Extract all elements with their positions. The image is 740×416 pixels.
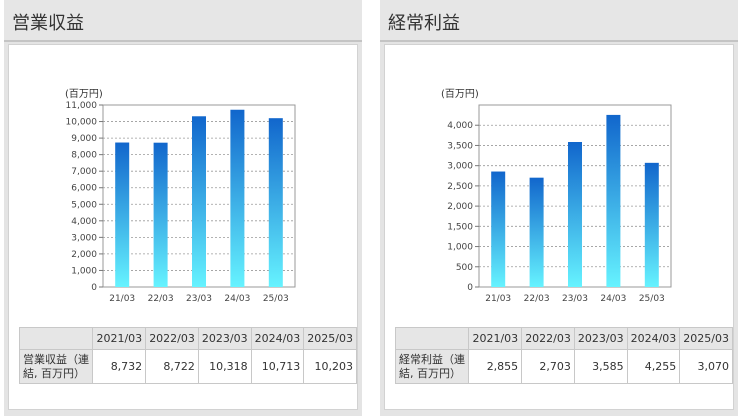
y-tick-label: 500 (456, 263, 473, 273)
bar (606, 114, 621, 287)
y-tick-label: 6,000 (71, 184, 97, 194)
bar (491, 171, 506, 287)
table-header-3: 2024/03 (250, 327, 305, 350)
table-row: 営業収益（連結, 百万円） 8,732 8,722 10,318 10,713 … (18, 349, 357, 384)
x-tick-label: 21/03 (109, 294, 135, 304)
table-header-4: 2025/03 (303, 327, 357, 350)
table-header-0: 2021/03 (468, 327, 523, 350)
y-tick-label: 9,000 (71, 134, 97, 144)
unit-label: (百万円) (441, 88, 479, 100)
bar (230, 109, 245, 288)
y-tick-label: 8,000 (71, 151, 97, 161)
y-tick-label: 4,000 (447, 121, 473, 131)
y-tick-label: 3,000 (71, 233, 97, 243)
table-row: 経常利益（連結, 百万円） 2,855 2,703 3,585 4,255 3,… (394, 349, 733, 384)
bar (268, 118, 283, 287)
x-tick-label: 22/03 (524, 294, 550, 304)
table-header-4: 2025/03 (679, 327, 733, 350)
bar (115, 142, 130, 287)
y-tick-label: 3,000 (447, 162, 473, 172)
table-header-2: 2023/03 (197, 327, 252, 350)
y-tick-label: 5,000 (71, 200, 97, 210)
revenue-chart: (百万円) 0 1,000 2,000 3,000 4,000 5,000 6,000 7,00… (65, 88, 296, 304)
table-cell-4: 10,203 (303, 349, 357, 384)
x-tick-label: 21/03 (485, 294, 511, 304)
table-cell-2: 10,318 (197, 349, 252, 384)
y-tick-label: 0 (467, 283, 473, 293)
x-tick-label: 25/03 (639, 294, 665, 304)
y-tick-label: 11,000 (66, 101, 98, 111)
y-tick-label: 2,000 (71, 250, 97, 260)
table-corner (394, 327, 470, 350)
x-tick-label: 24/03 (224, 294, 250, 304)
y-tick-label: 10,000 (66, 118, 98, 128)
table-header-1: 2022/03 (521, 327, 575, 350)
x-tick-label: 25/03 (263, 294, 289, 304)
ordinary-profit-panel-header: 経常利益 (380, 0, 738, 42)
bar (529, 177, 544, 287)
x-tick-label: 23/03 (562, 294, 588, 304)
table-cell-2: 3,585 (573, 349, 628, 384)
y-tick-label: 4,000 (71, 217, 97, 227)
table-cell-1: 2,703 (521, 349, 575, 384)
bar (644, 162, 659, 287)
unit-label: (百万円) (65, 88, 103, 100)
ordinary-profit-data-table: 2021/03 2022/03 2023/03 2024/03 2025/03 … (394, 327, 733, 384)
x-tick-label: 22/03 (148, 294, 174, 304)
table-row-label: 経常利益（連結, 百万円） (394, 349, 470, 384)
panel-title: 経常利益 (388, 13, 460, 34)
table-header-1: 2022/03 (145, 327, 199, 350)
table-header-2: 2023/03 (573, 327, 628, 350)
table-cell-4: 3,070 (679, 349, 733, 384)
table-cell-1: 8,722 (145, 349, 199, 384)
table-header-3: 2024/03 (626, 327, 681, 350)
y-tick-label: 1,000 (71, 266, 97, 276)
table-cell-0: 2,855 (468, 349, 523, 384)
panel-title: 営業収益 (12, 13, 84, 34)
table-header-0: 2021/03 (92, 327, 147, 350)
ordinary-profit-panel: 経常利益 (百万円) 0 500 1,000 1,500 2,000 2,500 3,000 3… (380, 0, 738, 416)
ordinary-profit-panel-body: (百万円) 0 500 1,000 1,500 2,000 2,500 3,000 3,500 4… (384, 44, 734, 410)
revenue-panel-header: 営業収益 (4, 0, 362, 42)
y-tick-label: 2,500 (447, 182, 473, 192)
y-tick-label: 1,500 (447, 222, 473, 232)
table-corner (18, 327, 94, 350)
x-tick-label: 24/03 (600, 294, 626, 304)
ordinary-profit-chart: (百万円) 0 500 1,000 1,500 2,000 2,500 3,000 3,500 4… (441, 88, 672, 304)
table-row-label: 営業収益（連結, 百万円） (18, 349, 94, 384)
table-cell-3: 10,713 (250, 349, 305, 384)
y-tick-label: 7,000 (71, 167, 97, 177)
revenue-panel-body: (百万円) 0 1,000 2,000 3,000 4,000 5,000 6,000 7,00… (8, 44, 358, 410)
revenue-data-table: 2021/03 2022/03 2023/03 2024/03 2025/03 … (18, 327, 357, 384)
bar (192, 116, 206, 287)
y-tick-label: 2,000 (447, 202, 473, 212)
table-cell-3: 4,255 (626, 349, 681, 384)
y-tick-label: 0 (91, 283, 97, 293)
bar (568, 142, 582, 287)
y-tick-label: 3,500 (447, 141, 473, 151)
x-tick-label: 23/03 (186, 294, 212, 304)
revenue-panel: 営業収益 (百万円) 0 1,000 2,000 3,000 4,000 5,000 6,00… (4, 0, 362, 416)
table-cell-0: 8,732 (92, 349, 147, 384)
y-tick-label: 1,000 (447, 243, 473, 253)
bar (153, 142, 168, 287)
